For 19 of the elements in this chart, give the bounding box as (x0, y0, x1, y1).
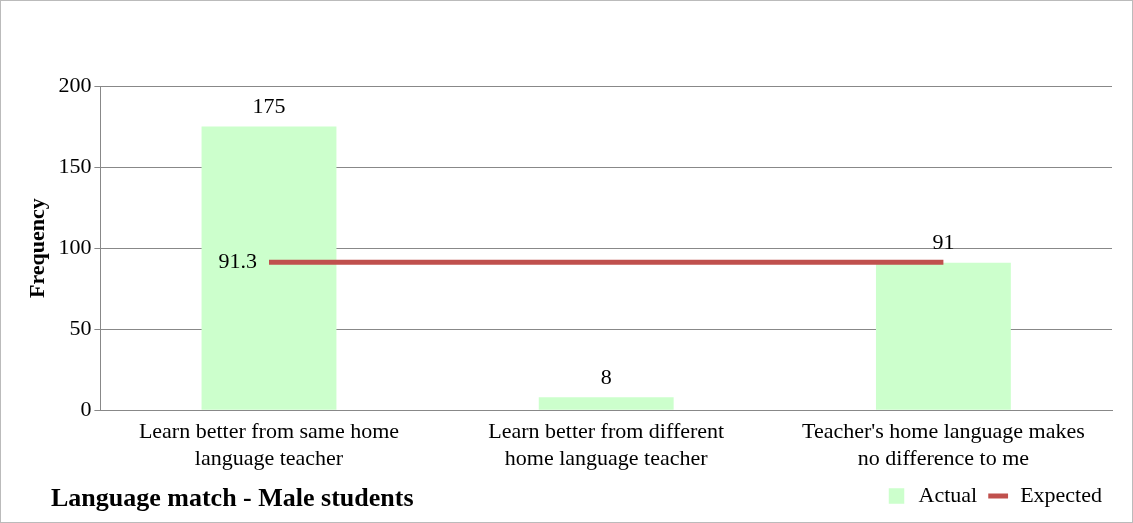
y-tick-label: 0 (80, 395, 92, 421)
data-label: 175 (252, 93, 286, 119)
y-tick-label: 150 (58, 152, 92, 178)
y-axis-title: Frequency (23, 198, 49, 299)
x-tick-label: Teacher's home language makes no difference to me (801, 418, 1085, 470)
y-tick-label: 100 (58, 233, 92, 259)
bar (201, 126, 337, 410)
data-label: 8 (600, 364, 612, 390)
x-tick-label: Learn better from same home language teacher (138, 418, 400, 470)
bar (875, 262, 1011, 410)
data-label: 91.3 (218, 247, 257, 273)
legend-label: Actual (918, 481, 978, 507)
x-tick-label: Learn better from different home language teacher (488, 418, 725, 470)
bar (538, 397, 674, 410)
y-tick-label: 200 (58, 71, 92, 97)
data-label: 91 (932, 229, 955, 255)
legend-label: Expected (1020, 481, 1103, 507)
text: Language match - Male students (51, 483, 414, 513)
y-tick-label: 50 (69, 314, 92, 340)
